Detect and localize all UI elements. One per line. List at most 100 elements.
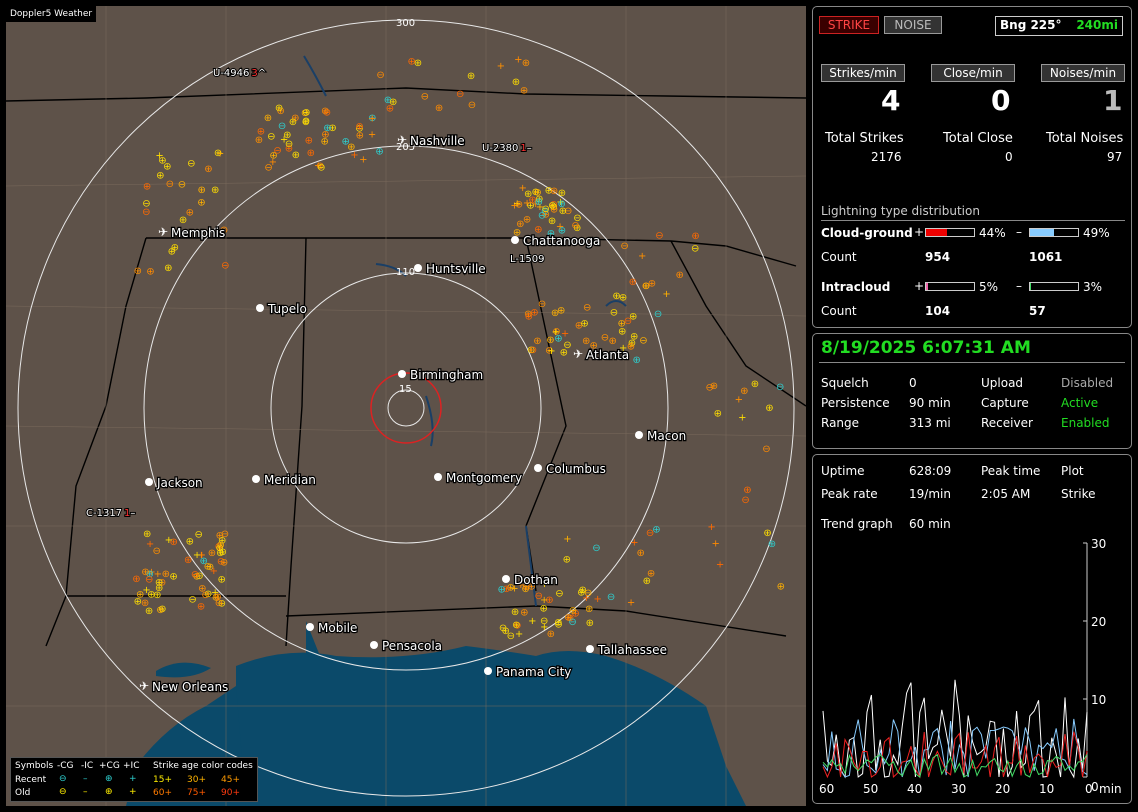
strike-symbol: ⊖ [264, 162, 272, 173]
ring-labels: 300 205 110 15 [396, 18, 415, 395]
strike-symbol: + [540, 579, 548, 590]
city-dot [484, 667, 492, 675]
city-label: Dothan [514, 573, 558, 587]
strike-symbol: ⊖ [571, 221, 579, 232]
strike-symbol: ⊖ [529, 345, 537, 356]
ic-minus-pct: 3% [1083, 280, 1103, 294]
plus-sign: + [914, 225, 925, 239]
strike-button[interactable]: STRIKE [819, 16, 879, 34]
storm-marker[interactable]: U-4946 3^ [212, 67, 267, 80]
strike-symbol: ⊖ [607, 592, 615, 603]
storm-marker[interactable]: L-1509 [509, 253, 545, 266]
airport-icon: ✈ [573, 347, 583, 361]
strike-symbol: ⊖ [194, 530, 202, 541]
strike-symbol: ⊕ [575, 321, 583, 332]
strike-symbol: + [359, 155, 367, 166]
strike-symbol: ⊖ [741, 495, 749, 506]
age-code: 15+ [153, 775, 172, 785]
strike-symbol: ⊕ [414, 58, 422, 69]
datetime: 8/19/2025 6:07:31 AM [821, 338, 1031, 358]
plot-value[interactable]: Strike [1061, 487, 1096, 501]
airport-icon: ✈ [397, 133, 407, 147]
strike-symbol: ⊕ [283, 130, 291, 141]
strike-symbol: ⊖ [421, 91, 429, 102]
strike-symbol: + [528, 616, 536, 627]
strike-symbol: ⊕ [257, 126, 265, 137]
total-strikes-label: Total Strikes [825, 131, 904, 146]
strike-symbol: + [147, 567, 155, 578]
recent-ic-minus-icon: – [83, 774, 88, 784]
city-label: Jackson [156, 476, 203, 490]
city-label: Chattanooga [523, 234, 600, 248]
city-tupelo: Tupelo [256, 301, 308, 317]
noise-button[interactable]: NOISE [884, 16, 942, 34]
strike-symbol: ⊕ [582, 336, 590, 347]
city-dot [434, 473, 442, 481]
strike-symbol: ⊕ [316, 161, 324, 172]
strike-symbol: ⊖ [776, 382, 784, 393]
strike-symbol: ⊕ [585, 604, 593, 615]
trend-ticks [1083, 542, 1087, 778]
strike-symbol: ⊕ [275, 103, 283, 114]
storm-marker[interactable]: C-1317 1– [85, 507, 136, 520]
strike-symbol: ⊕ [535, 194, 543, 205]
strike-symbol: + [314, 160, 322, 171]
strike-symbol: ⊕ [647, 568, 655, 579]
strike-symbol: ⊖ [646, 528, 654, 539]
strike-symbol: + [556, 197, 564, 208]
lightning-map[interactable]: Doppler5 Weather [6, 6, 806, 806]
strike-symbol: ⊕ [528, 195, 536, 206]
trend-lines [822, 679, 1088, 779]
strike-symbol: + [514, 54, 522, 65]
age-code: 45+ [221, 775, 240, 785]
strike-symbol: ⊕ [328, 123, 336, 134]
strike-symbol: ⊕ [170, 537, 178, 548]
strike-symbol: ⊕ [643, 576, 651, 587]
city-panama-city: Panama City [484, 664, 573, 680]
x-tick: 40 [907, 782, 922, 796]
strike-symbol: ⊕ [627, 342, 635, 353]
strike-symbol: + [280, 135, 288, 146]
receiver-label: Receiver [981, 416, 1033, 430]
city-label: Birmingham [410, 368, 483, 382]
strike-symbol: ⊕ [386, 103, 394, 114]
strike-symbol: ⊕ [550, 205, 558, 216]
strike-symbol: ⊕ [550, 202, 558, 213]
ring-label: 300 [396, 18, 415, 29]
total-noises: 97 [1107, 150, 1123, 164]
strike-symbol: ⊖ [191, 569, 199, 580]
recent-ic-plus-icon: + [129, 774, 137, 784]
strike-symbol: ⊕ [285, 143, 293, 154]
strike-symbol: ⊕ [347, 142, 355, 153]
storm-marker[interactable]: U-2380 1– [481, 142, 533, 155]
strike-symbol: + [594, 594, 602, 605]
strike-symbol: ⊕ [545, 186, 553, 197]
strike-symbol: ⊖ [188, 594, 196, 605]
strike-symbol: ⊕ [527, 345, 535, 356]
legend-title: Symbols [15, 761, 54, 771]
strike-symbol: ⊕ [513, 620, 521, 631]
strike-symbol: + [536, 202, 544, 213]
strike-symbol: ⊖ [540, 616, 548, 627]
map-canvas[interactable]: 300 205 110 15 ⊕⊕⊕⊕⊕+⊕⊕⊖⊖⊕⊕⊕⊕+⊕⊖⊕⊖⊕⊖⊕⊕⊕⊕… [6, 6, 806, 806]
city-dot [306, 623, 314, 631]
plot-label: Plot [1061, 464, 1084, 478]
strike-symbol: ⊕ [515, 199, 523, 210]
ic-minus-count: 57 [1029, 304, 1046, 318]
strike-symbol: ⊖ [705, 382, 713, 393]
strike-symbol: ⊕ [212, 593, 220, 604]
strike-symbol: ⊖ [221, 260, 229, 271]
city-label: Pensacola [382, 639, 442, 653]
strike-symbol: ⊕ [323, 123, 331, 134]
city-columbus: Columbus [534, 461, 607, 477]
trend-graph-value[interactable]: 60 min [909, 517, 951, 531]
city-mobile: Mobile [306, 620, 359, 636]
strike-symbol: ⊕ [554, 618, 562, 629]
strike-symbol: ⊕ [535, 197, 543, 208]
strike-symbols: ⊕⊕⊕⊕⊕+⊕⊕⊖⊖⊕⊕⊕⊕+⊕⊖⊕⊖⊕⊖⊕⊕⊕⊕⊕⊖⊖⊕⊖⊕+ ⊕++⊕ ⊕⊖+⊕… [132, 54, 785, 642]
strike-symbol: ⊖ [221, 529, 229, 540]
strike-symbol: + [619, 343, 627, 354]
strike-symbol: + [513, 198, 521, 209]
city-label: Memphis [171, 226, 225, 240]
mobile-bay [306, 621, 324, 666]
